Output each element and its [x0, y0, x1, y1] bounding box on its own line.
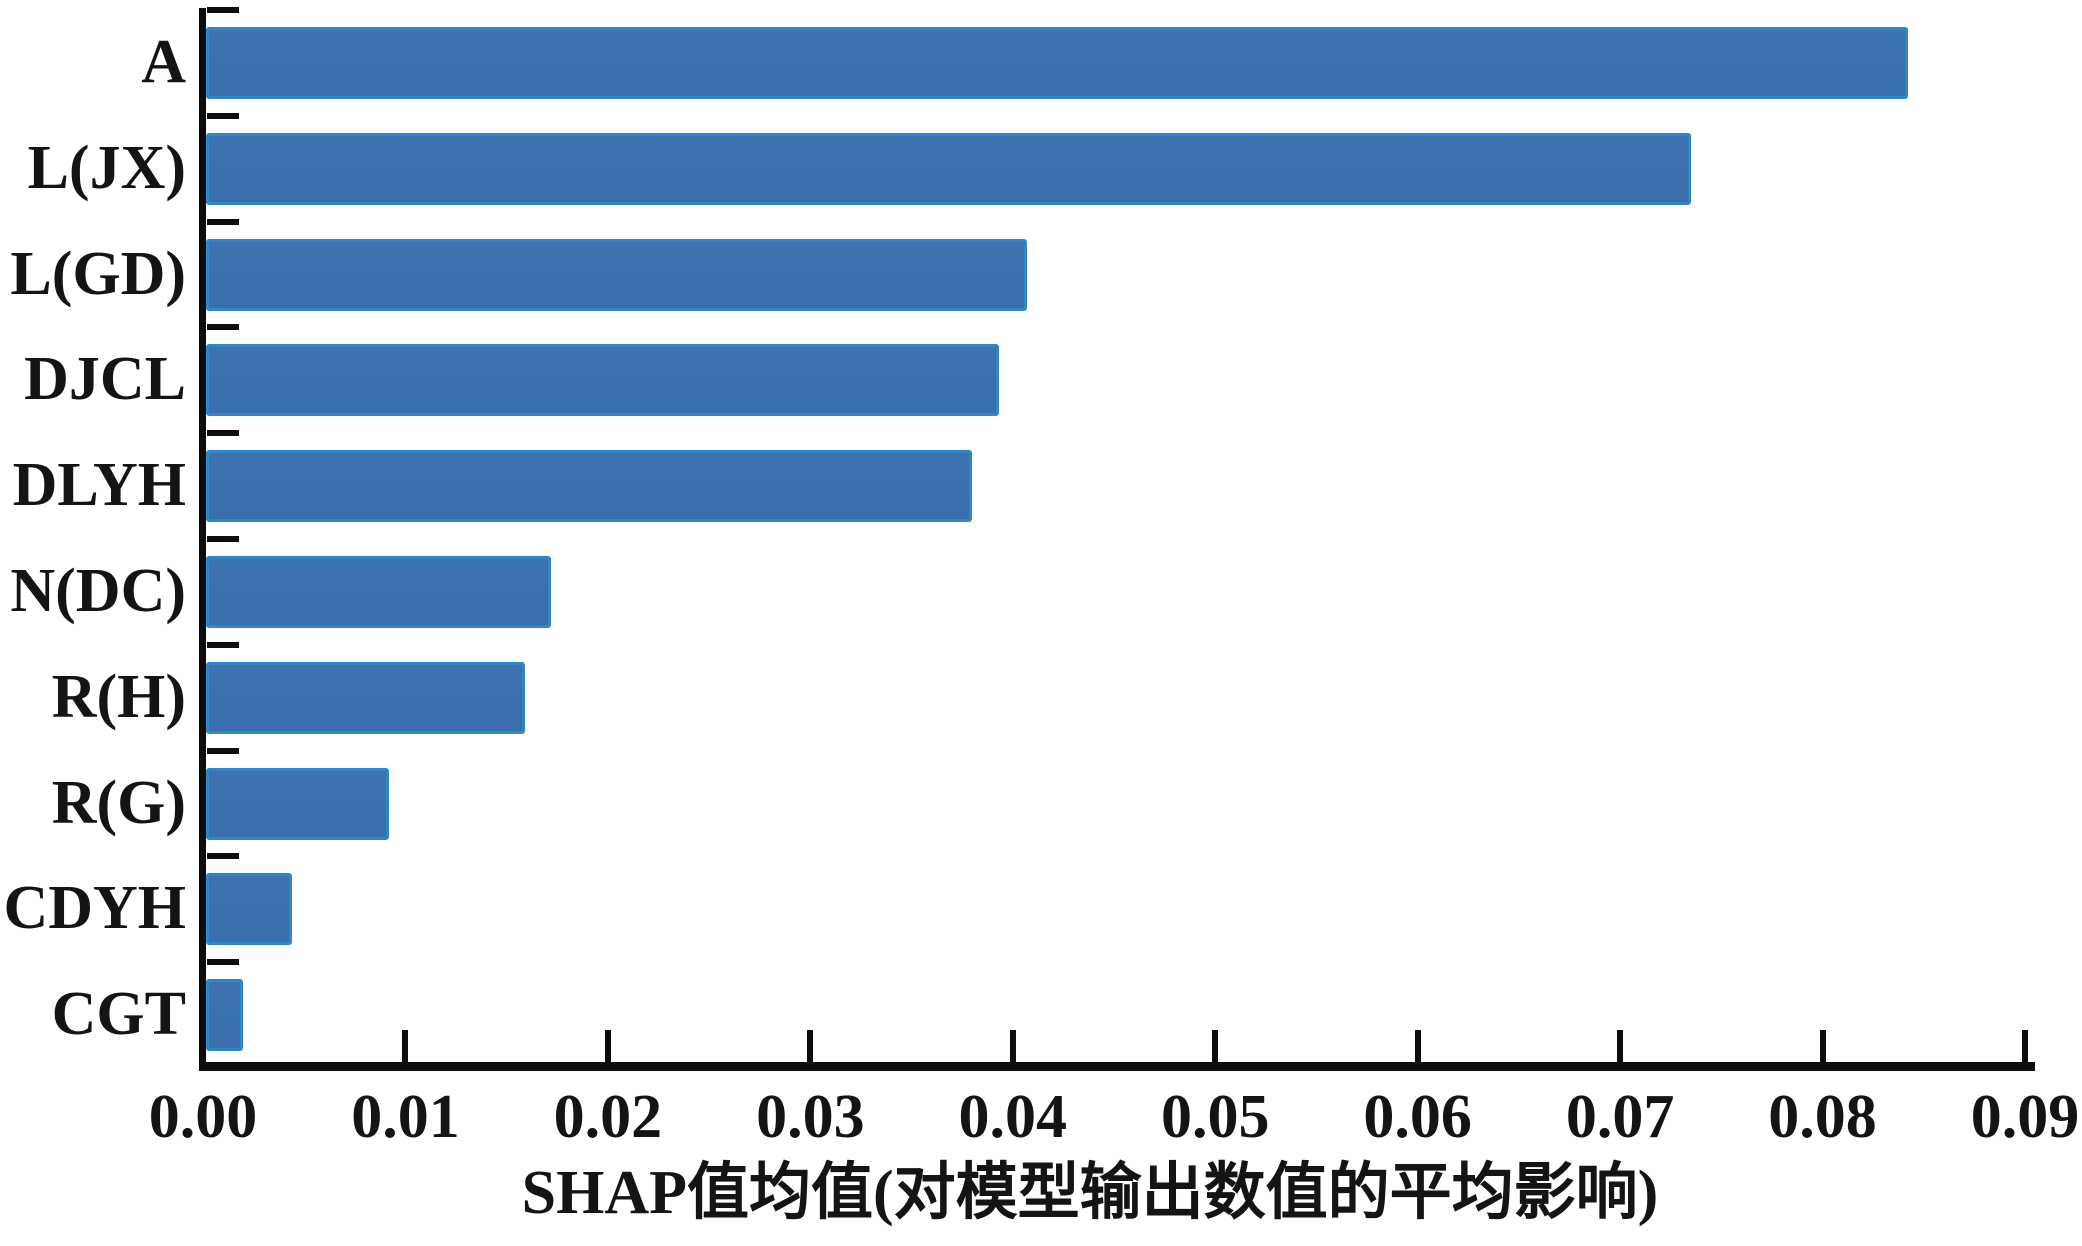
y-tick-mark — [207, 112, 239, 119]
x-axis-line — [199, 1062, 2035, 1071]
x-tick-mark — [604, 1030, 611, 1062]
category-label: R(H) — [51, 662, 186, 731]
x-tick-label: 0.08 — [1768, 1083, 1877, 1151]
y-axis-line — [199, 8, 206, 1070]
y-tick-mark — [207, 959, 239, 966]
bar-L(GD) — [206, 238, 1027, 311]
x-tick-label: 0.05 — [1160, 1083, 1270, 1151]
y-tick-mark — [207, 218, 239, 225]
x-tick-label: 0.04 — [958, 1083, 1068, 1151]
x-tick-mark — [1009, 1030, 1016, 1062]
x-axis-title: SHAP值均值(对模型输出数值的平均影响) — [521, 1159, 1659, 1227]
x-tick-label: 0.03 — [756, 1083, 865, 1151]
x-tick-mark — [1819, 1030, 1826, 1062]
x-tick-mark — [1414, 1030, 1421, 1062]
bar-R(G) — [206, 767, 390, 840]
x-tick-mark — [807, 1030, 814, 1062]
x-tick-label: 0.09 — [1970, 1083, 2080, 1151]
y-tick-mark — [207, 7, 239, 13]
x-tick-mark — [1212, 1030, 1219, 1062]
x-tick-label: 0.01 — [351, 1083, 460, 1151]
category-label: DJCL — [24, 345, 186, 414]
category-label: DLYH — [12, 450, 186, 519]
x-tick-mark — [402, 1030, 409, 1062]
y-tick-mark — [207, 747, 239, 754]
category-label: R(G) — [51, 768, 186, 837]
y-tick-mark — [207, 853, 239, 860]
category-label: L(JX) — [27, 133, 186, 202]
y-tick-mark — [207, 324, 239, 331]
x-tick-mark — [2022, 1030, 2028, 1062]
x-tick-label: 0.07 — [1565, 1083, 1675, 1151]
y-tick-mark — [207, 641, 239, 648]
category-label: A — [141, 27, 186, 96]
bar-L(JX) — [206, 132, 1691, 205]
x-tick-label: 0.00 — [148, 1083, 258, 1151]
category-label: CGT — [51, 979, 186, 1048]
bar-N(DC) — [206, 555, 552, 628]
category-label: L(GD) — [10, 239, 186, 308]
bar-A — [206, 26, 1908, 99]
y-tick-mark — [207, 536, 239, 542]
x-tick-label: 0.02 — [553, 1083, 663, 1151]
category-label: CDYH — [3, 874, 186, 943]
bar-DJCL — [206, 344, 999, 417]
x-tick-label: 0.06 — [1363, 1083, 1472, 1151]
category-label: N(DC) — [10, 556, 186, 625]
y-tick-mark — [207, 430, 239, 437]
bar-CDYH — [206, 873, 293, 946]
x-tick-mark — [1617, 1030, 1624, 1062]
bar-DLYH — [206, 450, 973, 523]
x-tick-mark — [200, 1030, 206, 1062]
bar-R(H) — [206, 661, 525, 734]
bar-CGT — [206, 979, 244, 1052]
